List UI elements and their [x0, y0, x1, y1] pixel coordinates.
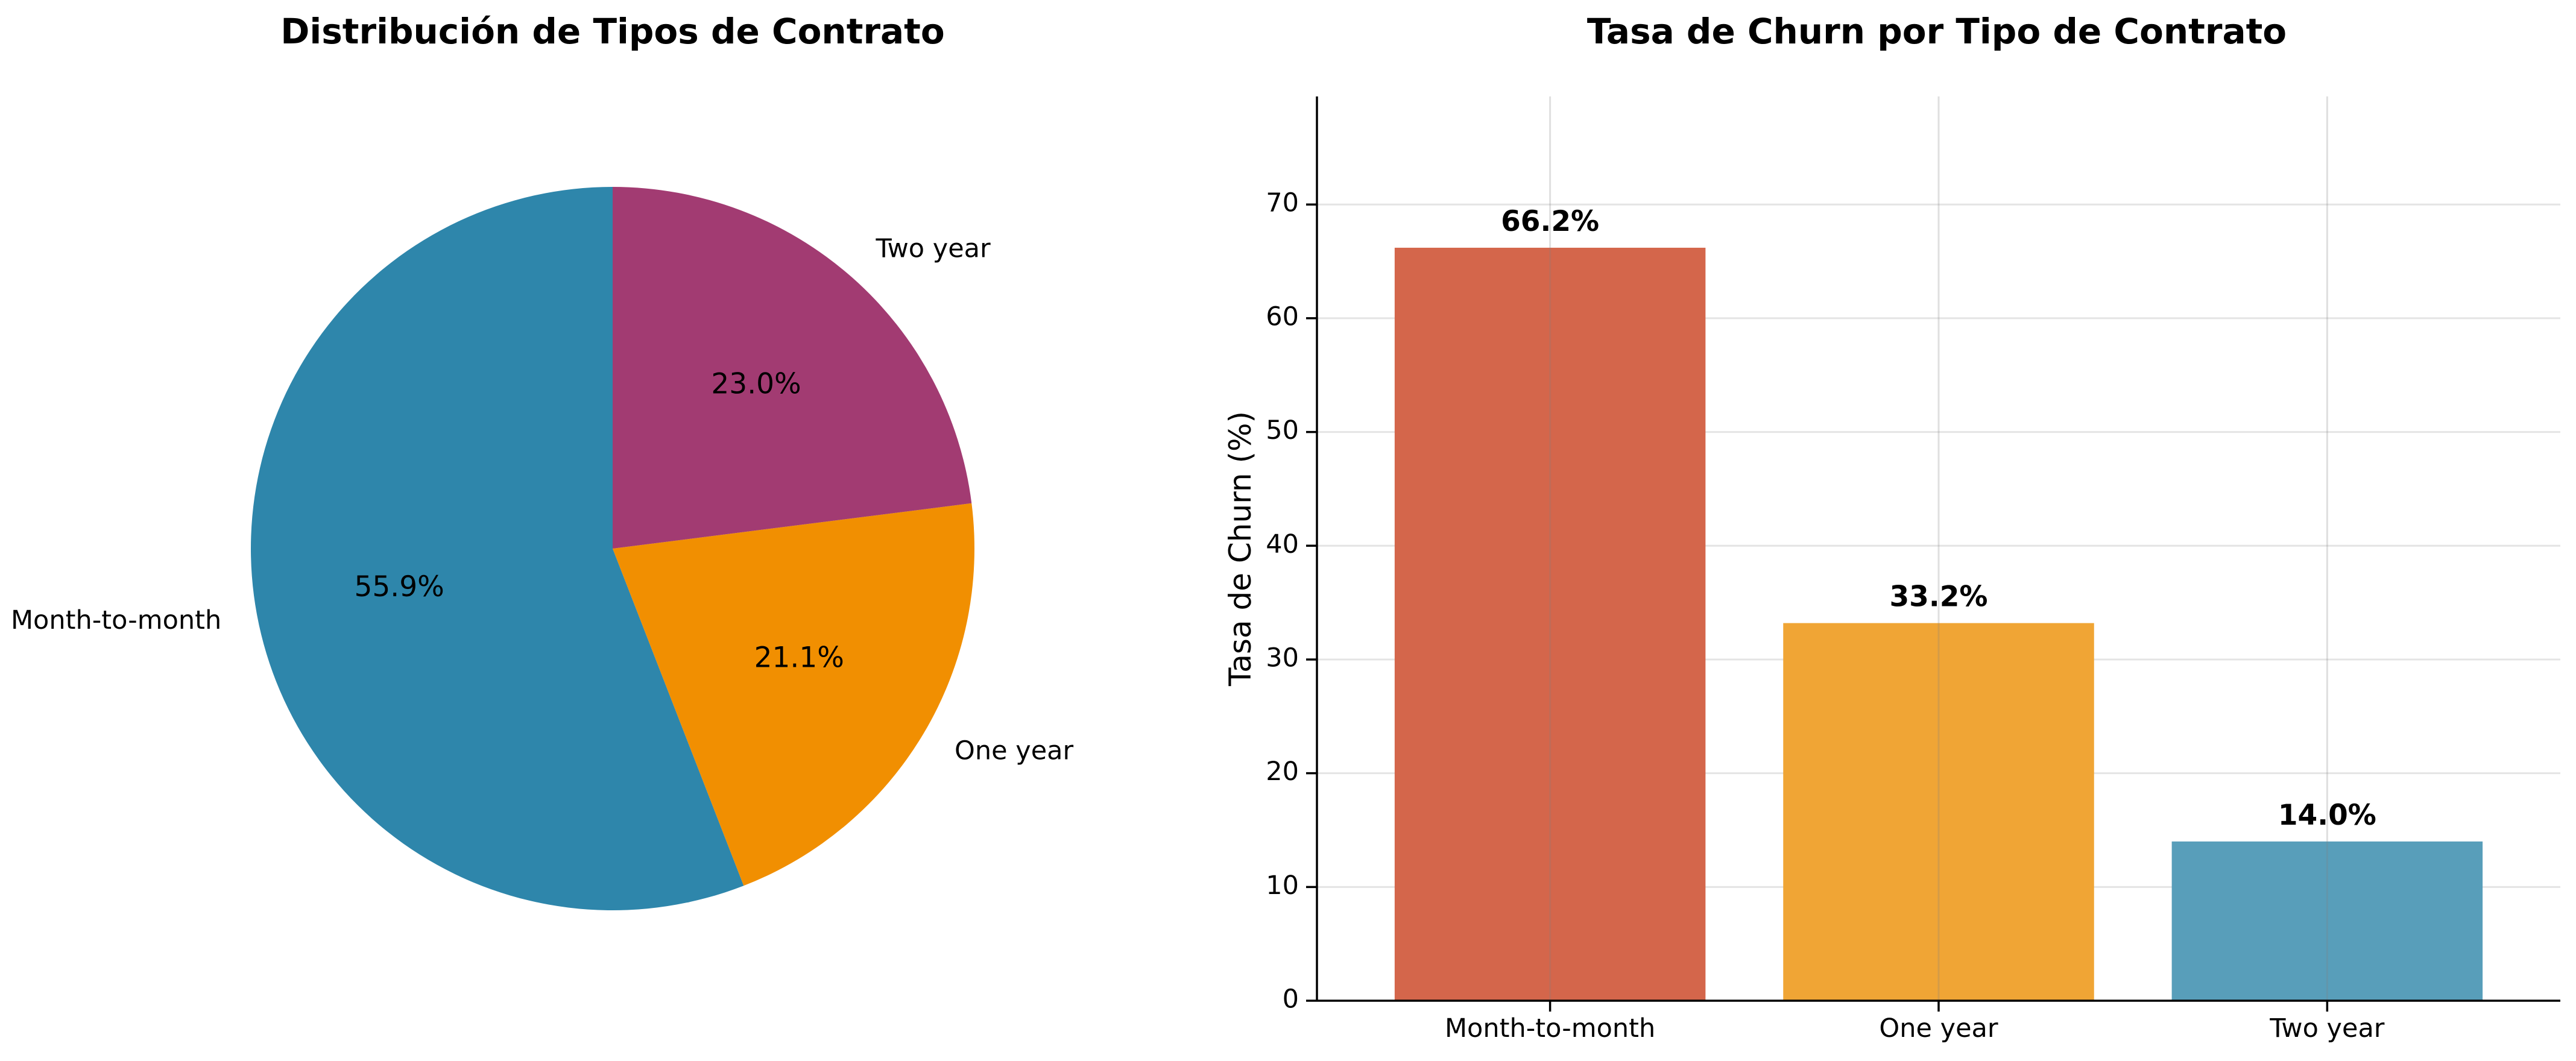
x-tick-label-one-year: One year [1879, 1013, 1998, 1044]
pie-pct-one-year: 21.1% [754, 641, 844, 675]
y-tick-label: 70 [1266, 188, 1299, 218]
pie-label-two-year: Two year [875, 233, 991, 263]
bar-title: Tasa de Churn por Tipo de Contrato [1587, 11, 2287, 52]
pie-chart: Distribución de Tipos de Contrato Month-… [11, 11, 1074, 910]
y-tick-label: 60 [1266, 301, 1299, 332]
pie-labels: Month-to-month 55.9% One year 21.1% Two year… [11, 233, 1074, 766]
pie-slice-one-year [613, 503, 974, 886]
bar-value-label-one-year: 33.2% [1889, 581, 1987, 614]
y-tick-label: 30 [1266, 643, 1299, 673]
y-tick-label: 10 [1266, 871, 1299, 901]
pie-label-one-year: One year [955, 735, 1073, 766]
y-axis-label: Tasa de Churn (%) [1223, 411, 1258, 687]
bar-one-year [1783, 623, 2094, 1001]
pie-pct-month-to-month: 55.9% [355, 570, 444, 603]
pie-title: Distribución de Tipos de Contrato [280, 11, 945, 52]
y-tick-label: 0 [1283, 984, 1299, 1015]
pie-label-month-to-month: Month-to-month [11, 605, 221, 635]
pie-slices [251, 187, 974, 910]
bar-month-to-month [1394, 247, 1706, 1001]
bar-value-label-two-year: 14.0% [2278, 799, 2376, 832]
bar-two-year [2171, 841, 2483, 1001]
y-tick-label: 40 [1266, 529, 1299, 559]
pie-slice-two-year [613, 187, 972, 549]
y-tick-label: 50 [1266, 415, 1299, 445]
pie-pct-two-year: 23.0% [711, 367, 801, 400]
bar-tick-labels: 0 10 20 30 40 50 60 70 Month-to-month One year Two… [1266, 188, 2385, 1044]
bar-value-labels: 66.2% 33.2% 14.0% [1501, 205, 2376, 832]
bars [1394, 247, 2483, 1001]
x-tick-label-month-to-month: Month-to-month [1445, 1013, 1655, 1044]
y-tick-label: 20 [1266, 757, 1299, 787]
pie-slice-month-to-month [251, 187, 744, 910]
bar-vertical-gridlines [1549, 96, 2328, 1001]
bar-axes [1306, 96, 2560, 1012]
x-tick-label-two-year: Two year [2269, 1013, 2385, 1044]
bar-value-label-month-to-month: 66.2% [1501, 205, 1599, 238]
bar-chart: Tasa de Churn por Tipo de Contrato 0 10 20… [1223, 11, 2560, 1044]
